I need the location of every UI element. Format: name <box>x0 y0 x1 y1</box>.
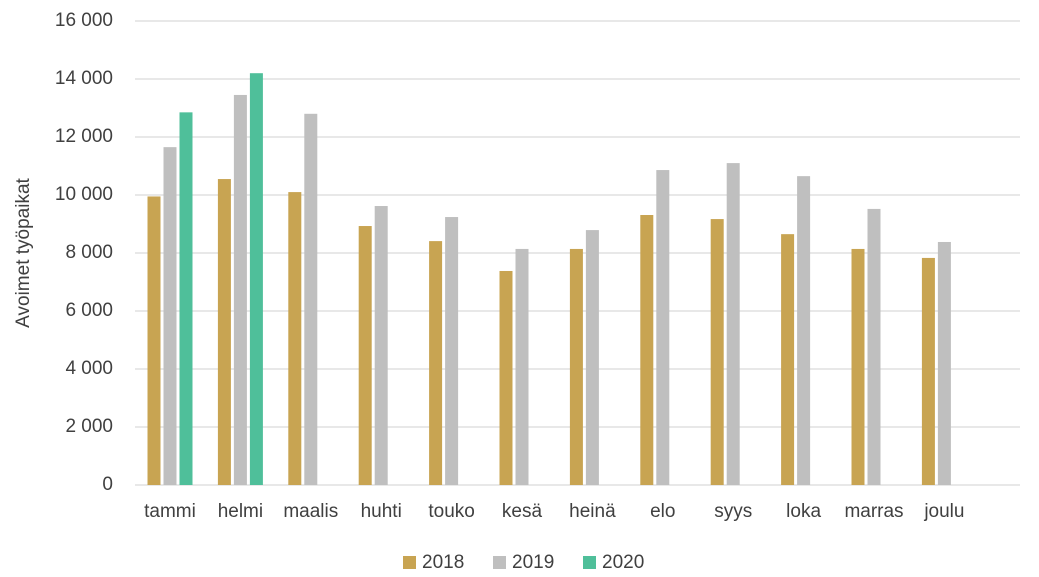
x-tick-label: maalis <box>283 501 338 522</box>
bar <box>358 226 372 485</box>
bar <box>569 248 583 485</box>
bar <box>429 241 443 485</box>
bar <box>797 176 811 485</box>
bar <box>937 241 951 485</box>
y-tick-label: 6 000 <box>65 300 113 321</box>
legend-swatch <box>403 556 416 569</box>
bar <box>445 217 459 486</box>
x-tick-label: marras <box>844 501 903 522</box>
bar <box>233 94 247 485</box>
bar <box>163 147 177 485</box>
x-tick-label: loka <box>786 501 821 522</box>
legend-swatch <box>583 556 596 569</box>
x-tick-label: touko <box>428 501 474 522</box>
y-tick-label: 2 000 <box>65 416 113 437</box>
x-tick-label: joulu <box>923 501 964 522</box>
bar <box>249 73 263 485</box>
legend-label: 2018 <box>422 552 464 573</box>
y-tick-label: 0 <box>102 474 113 495</box>
bar <box>217 179 231 486</box>
x-tick-label: syys <box>714 501 752 522</box>
x-tick-label: helmi <box>218 501 263 522</box>
bar <box>710 219 724 485</box>
bar <box>781 234 795 485</box>
x-tick-label: heinä <box>569 501 616 522</box>
y-tick-label: 4 000 <box>65 358 113 379</box>
bar <box>147 196 161 485</box>
bar <box>851 248 865 485</box>
y-tick-label: 10 000 <box>55 184 113 205</box>
x-tick-label: elo <box>650 501 675 522</box>
y-axis-title: Avoimet työpaikat <box>13 177 34 327</box>
x-tick-label: kesä <box>502 501 543 522</box>
x-tick-label: huhti <box>361 501 402 522</box>
bar <box>304 113 318 486</box>
bar <box>374 206 388 485</box>
x-tick-label: tammi <box>144 501 196 522</box>
y-tick-label: 16 000 <box>55 10 113 31</box>
y-tick-label: 12 000 <box>55 126 113 147</box>
y-tick-label: 8 000 <box>65 242 113 263</box>
bar <box>515 248 529 485</box>
legend-label: 2020 <box>602 552 644 573</box>
bar <box>288 192 302 485</box>
bar <box>640 215 654 485</box>
y-tick-label: 14 000 <box>55 68 113 89</box>
legend-label: 2019 <box>512 552 554 573</box>
bar <box>585 230 599 485</box>
bar <box>867 208 881 486</box>
bar <box>656 170 670 485</box>
bar <box>499 270 513 485</box>
legend-swatch <box>493 556 506 569</box>
bar <box>726 163 740 485</box>
bar <box>921 257 935 485</box>
bar <box>179 112 193 485</box>
